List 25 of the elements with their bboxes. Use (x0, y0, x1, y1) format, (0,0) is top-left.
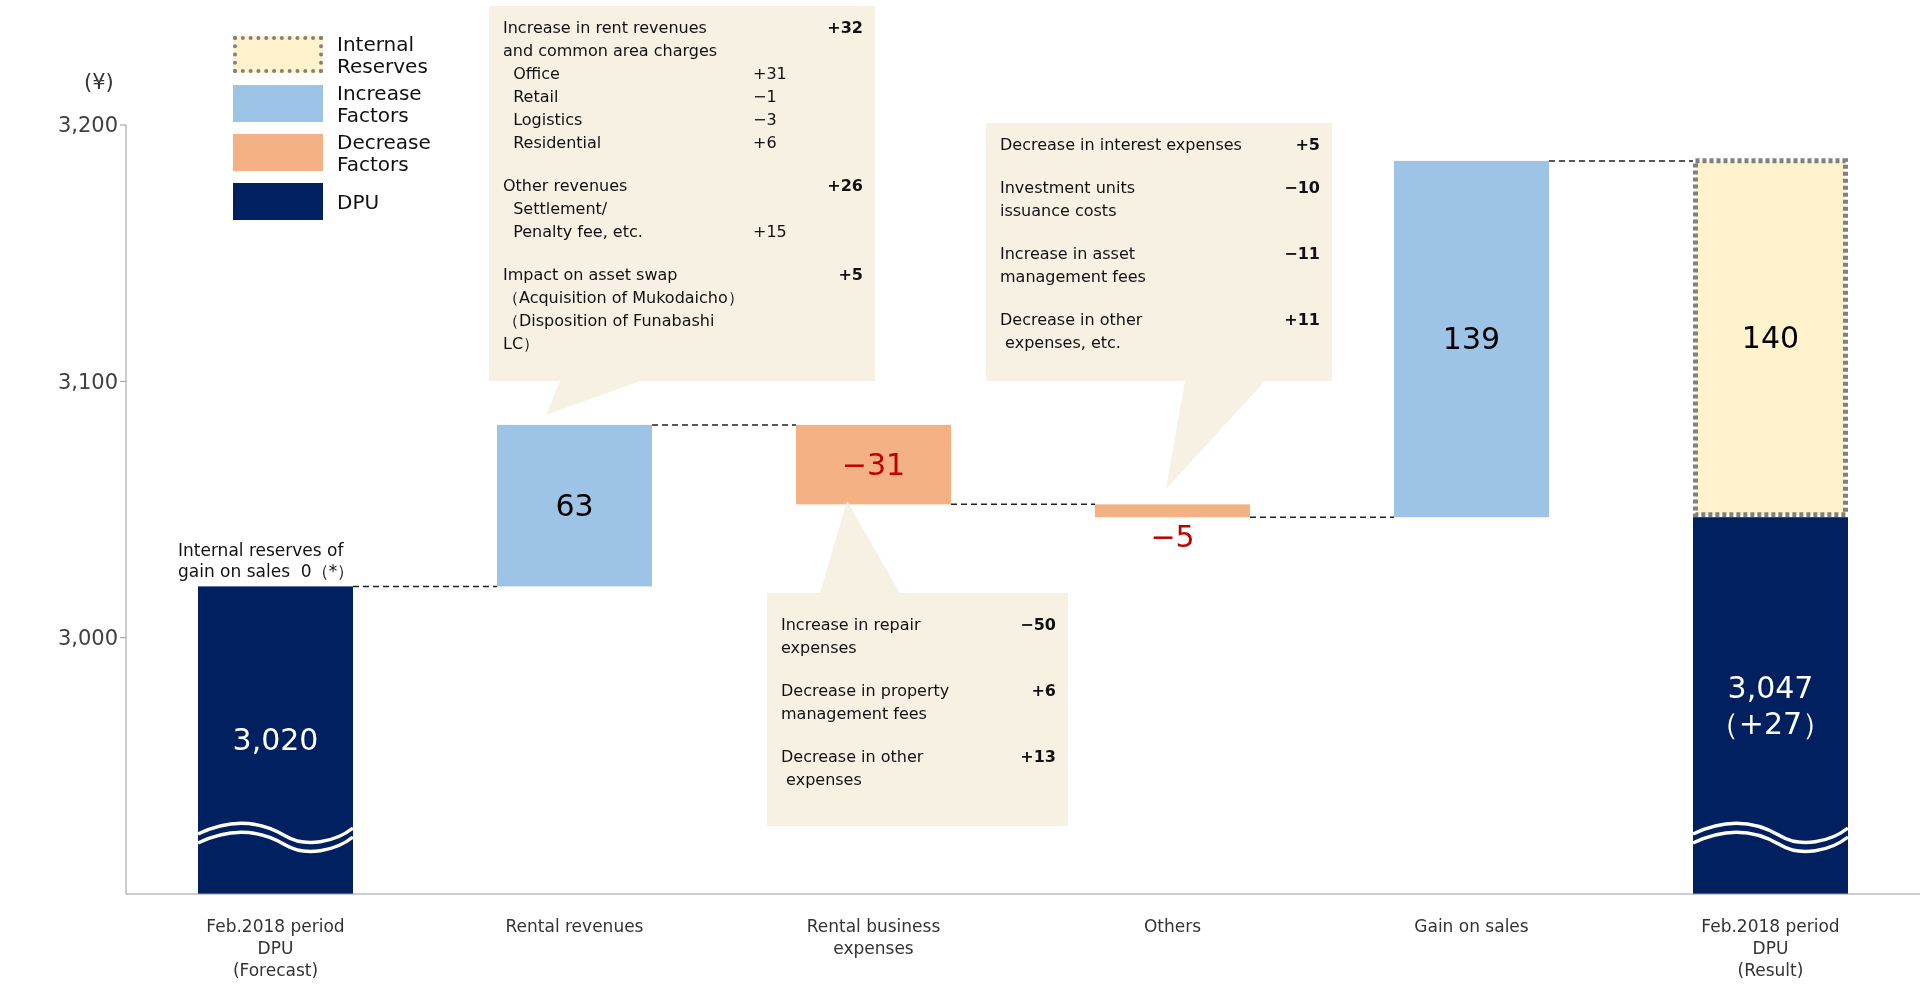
data-label: 139 (1442, 321, 1501, 357)
legend-label: DPU (337, 189, 381, 214)
data-label: −5 (1150, 519, 1195, 555)
x-tick-label: Feb.2018 period DPU (Forecast) (206, 916, 345, 980)
y-tick-label: 3,000 (57, 626, 118, 651)
x-tick-label: Feb.2018 period DPU (Result) (1701, 916, 1840, 980)
x-tick-label: Rental business expenses (806, 916, 941, 958)
text: Increase in rent revenues +32 and common area charges Office +31 Retail −1 Logistics −3 Residential +6 Other revenues +26 Settlement/ Penalty fee, etc. +15 Impact on asset swap +5 （Acquisition of Mukodaicho）（Disposition of Funabashi LC） (503, 18, 863, 353)
legend-label: Decrease Factors (337, 129, 432, 176)
legend-label: Internal Reserves (337, 31, 429, 78)
data-label: 3,047 （+27） (1708, 669, 1833, 741)
annotation: Internal reserves of gain on sales 0（*） (178, 540, 356, 583)
text: Decrease in interest expenses +5 Investment units −10 issuance costs Increase in asset −11 management fees Decrease in other +11 expenses, etc. (1000, 135, 1320, 352)
data-label: 140 (1741, 319, 1800, 355)
x-tick-label: Others (1143, 916, 1202, 936)
y-axis-title: (¥) (84, 70, 114, 94)
x-tick-label: Rental revenues (505, 916, 644, 936)
legend-label: Increase Factors (337, 80, 423, 127)
data-label: 63 (555, 487, 594, 523)
text: Increase in repair −50 expenses Decrease in property +6 management fees Decrease in other +13 expenses (781, 615, 1056, 789)
data-label: −31 (841, 446, 906, 482)
y-tick-label: 3,100 (57, 369, 118, 394)
y-tick-label: 3,200 (57, 113, 118, 138)
data-label: 3,020 (232, 722, 319, 758)
x-tick-label: Gain on sales (1414, 916, 1529, 936)
